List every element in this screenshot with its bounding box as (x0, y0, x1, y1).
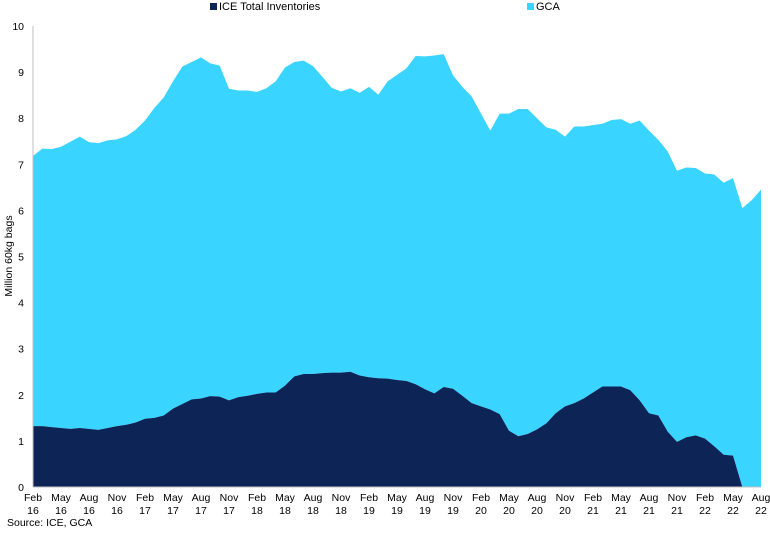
y-tick-label: 6 (18, 205, 24, 217)
y-axis-title: Million 60kg bags (3, 215, 15, 296)
x-tick-label: Feb 19 (360, 492, 378, 517)
y-tick-label: 9 (18, 67, 24, 79)
x-tick-label: Aug 22 (752, 492, 770, 517)
y-tick-label: 10 (12, 21, 24, 33)
x-tick-label: Nov 18 (332, 492, 351, 517)
x-tick-label: Aug 20 (528, 492, 547, 517)
y-tick-label: 5 (18, 252, 24, 264)
x-tick-label: May 21 (611, 492, 632, 517)
x-tick-label: May 22 (723, 492, 744, 517)
x-tick-label: Feb 22 (696, 492, 714, 517)
y-tick-label: 3 (18, 344, 24, 356)
x-tick-label: Feb 17 (136, 492, 154, 517)
x-tick-label: Aug 19 (416, 492, 435, 517)
plot-areas (33, 54, 761, 487)
x-tick-label: Feb 21 (584, 492, 602, 517)
legend-label-ice: ICE Total Inventories (219, 1, 321, 13)
x-tick-label: Feb 20 (472, 492, 490, 517)
x-tick-label: May 20 (499, 492, 520, 517)
x-tick-label: May 17 (163, 492, 184, 517)
x-tick-label: Aug 21 (640, 492, 659, 517)
x-tick-label: May 18 (275, 492, 296, 517)
y-tick-label: 0 (18, 482, 24, 494)
y-tick-label: 2 (18, 390, 24, 402)
series-area-gca (33, 54, 761, 487)
y-tick-label: 4 (18, 298, 24, 310)
x-tick-label: May 19 (387, 492, 408, 517)
x-tick-labels: Feb 16 May 16 Aug 16 Nov 16 Feb 17 May 17 Aug 17 Nov 17… (24, 492, 770, 517)
x-tick-label: Nov 20 (556, 492, 575, 517)
legend-label-gca: GCA (536, 1, 561, 13)
x-tick-label: Nov 19 (444, 492, 463, 517)
legend-swatch-gca (527, 3, 534, 10)
y-tick-labels: 0 1 2 3 4 5 6 7 8 9 10 (12, 21, 24, 494)
series-area-ice-total-inventories (33, 371, 761, 487)
x-tick-label: Feb 16 (24, 492, 42, 517)
x-tick-label: Aug 18 (304, 492, 323, 517)
y-tick-label: 8 (18, 113, 24, 125)
x-tick-label: Aug 17 (192, 492, 211, 517)
x-tick-label: Nov 21 (668, 492, 687, 517)
x-tick-label: Nov 16 (108, 492, 127, 517)
y-tick-label: 1 (18, 436, 24, 448)
x-tick-label: Nov 17 (220, 492, 239, 517)
legend-swatch-ice (210, 3, 217, 10)
axes (32, 26, 761, 488)
x-tick-label: May 16 (51, 492, 72, 517)
source-note: Source: ICE, GCA (7, 517, 92, 529)
x-tick-label: Aug 16 (80, 492, 99, 517)
x-tick-label: Feb 18 (248, 492, 266, 517)
y-tick-label: 7 (18, 159, 24, 171)
legend: ICE Total Inventories GCA (210, 1, 561, 13)
